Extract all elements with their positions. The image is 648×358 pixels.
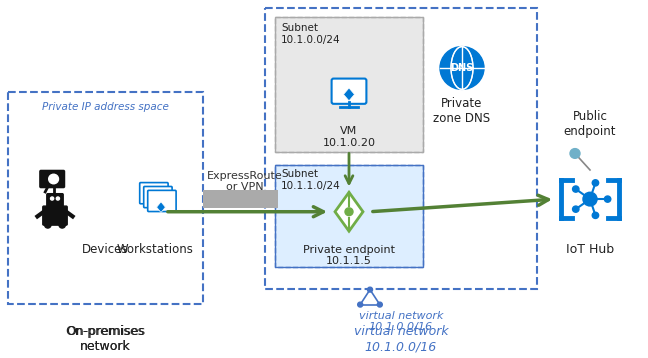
Circle shape [49,174,58,184]
Text: DNS: DNS [450,63,474,73]
Text: On-premises
network: On-premises network [65,325,145,353]
Circle shape [51,197,54,200]
Polygon shape [343,88,354,101]
Circle shape [573,206,579,212]
Text: Private IP address space: Private IP address space [42,102,169,112]
FancyBboxPatch shape [203,190,278,208]
Text: Subnet
10.1.0.0/24: Subnet 10.1.0.0/24 [281,23,341,45]
Text: VM
10.1.0.20: VM 10.1.0.20 [323,126,375,148]
Circle shape [605,196,611,202]
Circle shape [45,222,51,228]
Circle shape [367,287,373,292]
Circle shape [440,47,484,90]
FancyBboxPatch shape [332,78,366,104]
Circle shape [377,302,382,307]
Text: ExpressRoute
or VPN: ExpressRoute or VPN [207,171,283,192]
FancyBboxPatch shape [43,206,67,225]
Circle shape [56,197,60,200]
Circle shape [345,208,353,216]
FancyBboxPatch shape [148,190,176,212]
Circle shape [570,149,580,158]
Text: Devices: Devices [82,243,128,256]
Text: Workstations: Workstations [117,243,194,256]
Circle shape [59,222,65,228]
Polygon shape [335,192,363,231]
FancyBboxPatch shape [140,183,168,204]
Text: Private
zone DNS: Private zone DNS [434,97,491,125]
Text: Private endpoint
10.1.1.5: Private endpoint 10.1.1.5 [303,245,395,266]
Circle shape [358,302,363,307]
Polygon shape [157,202,165,213]
Circle shape [592,180,599,186]
Text: Public
endpoint: Public endpoint [564,110,616,138]
FancyBboxPatch shape [275,165,423,267]
FancyBboxPatch shape [40,170,64,188]
Text: On-premises
network: On-premises network [66,325,145,353]
Text: virtual network
10.1.0.0/16: virtual network 10.1.0.0/16 [359,311,443,332]
Circle shape [573,186,579,192]
Text: virtual network
10.1.0.0/16: virtual network 10.1.0.0/16 [354,325,448,353]
Text: IoT Hub: IoT Hub [566,243,614,256]
Circle shape [583,192,597,206]
FancyBboxPatch shape [144,187,172,208]
Circle shape [592,212,599,218]
FancyBboxPatch shape [47,194,64,207]
FancyBboxPatch shape [275,18,423,151]
Text: Subnet
10.1.1.0/24: Subnet 10.1.1.0/24 [281,169,341,190]
